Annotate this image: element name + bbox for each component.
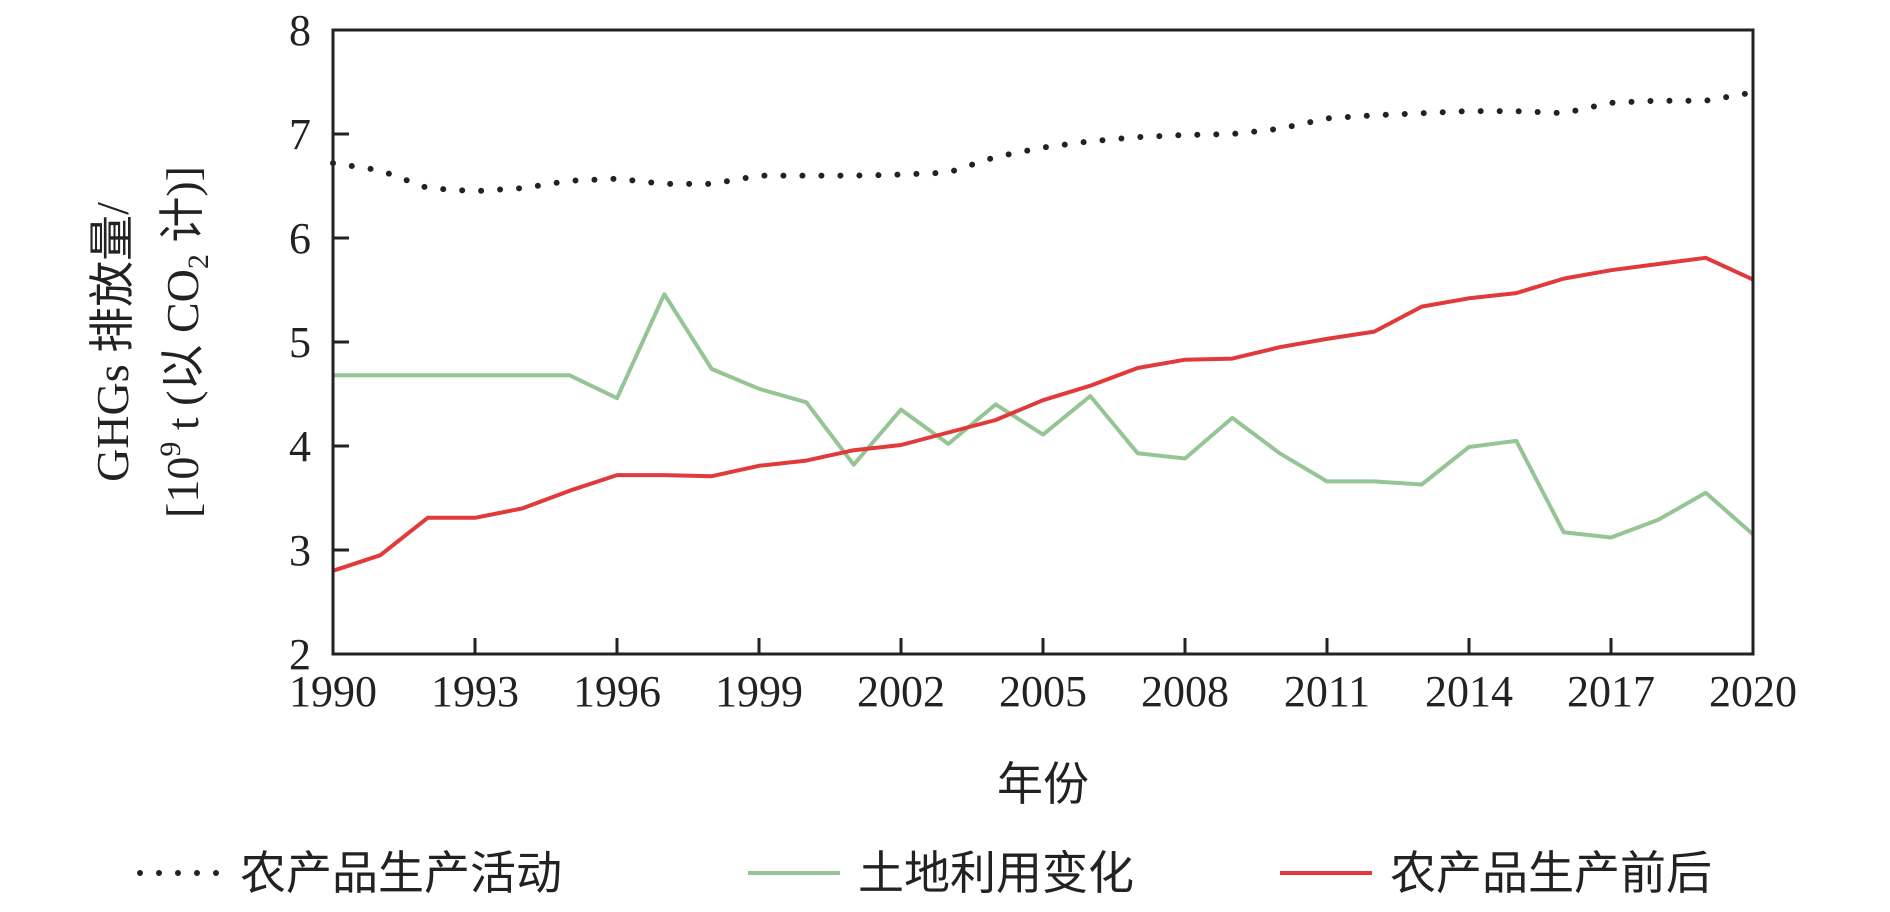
x-axis-title: 年份 — [997, 759, 1089, 810]
x-tick-label: 1999 — [715, 667, 803, 716]
legend-item-pre-post-production: 农产品生产前后 — [1280, 848, 1712, 899]
series-line-1 — [330, 89, 1756, 195]
x-tick-label: 2020 — [1709, 667, 1797, 716]
series-line-2 — [333, 292, 1755, 540]
legend-label-land-use-change: 土地利用变化 — [858, 848, 1134, 899]
legend: 农产品生产活动 土地利用变化 农产品生产前后 — [137, 848, 1712, 899]
y-axis-title-exponent: 9 — [154, 442, 187, 457]
y-tick-label: 7 — [289, 110, 311, 159]
legend-item-land-use-change: 土地利用变化 — [748, 848, 1134, 899]
y-axis-title: GHGs 排放量/ [109 t (以 CO2 计)] — [87, 166, 215, 518]
x-tick-label: 1996 — [573, 667, 661, 716]
series-line-3 — [332, 255, 1754, 573]
x-tick-label: 1993 — [431, 667, 519, 716]
x-tick-label: 2017 — [1567, 667, 1655, 716]
y-axis-title-line2: [109 t (以 CO2 计)] — [154, 166, 215, 518]
series-layer — [330, 89, 1756, 573]
legend-label-production-activity: 农产品生产活动 — [240, 848, 562, 899]
y-axis-title-line1: GHGs 排放量/ — [87, 202, 138, 482]
legend-label-pre-post-production: 农产品生产前后 — [1390, 848, 1712, 899]
y-axis-title-unit-start: [10 — [157, 457, 208, 518]
y-tick-label: 2 — [289, 630, 311, 679]
plot-frame — [331, 28, 1755, 656]
y-axis-ticks: 2 3 4 5 6 7 8 — [289, 6, 349, 679]
y-axis-title-subscript: 2 — [182, 254, 215, 269]
y-tick-label: 8 — [289, 6, 311, 55]
y-axis-title-unit-mid: t (以 CO — [157, 269, 208, 442]
x-tick-label: 2011 — [1284, 667, 1370, 716]
x-axis-ticks: 1990 1993 1996 1999 2002 2005 2008 2011 2014 2017… — [289, 638, 1797, 716]
x-tick-label: 2005 — [999, 667, 1087, 716]
y-tick-label: 3 — [289, 526, 311, 575]
y-tick-label: 4 — [289, 422, 311, 471]
x-tick-label: 2014 — [1425, 667, 1513, 716]
x-tick-label: 1990 — [289, 667, 377, 716]
y-tick-label: 6 — [289, 214, 311, 263]
y-axis-title-unit-end: 计)] — [157, 166, 208, 254]
x-tick-label: 2002 — [857, 667, 945, 716]
x-tick-label: 2008 — [1141, 667, 1229, 716]
legend-item-production-activity: 农产品生产活动 — [137, 848, 562, 899]
y-tick-label: 5 — [289, 318, 311, 367]
